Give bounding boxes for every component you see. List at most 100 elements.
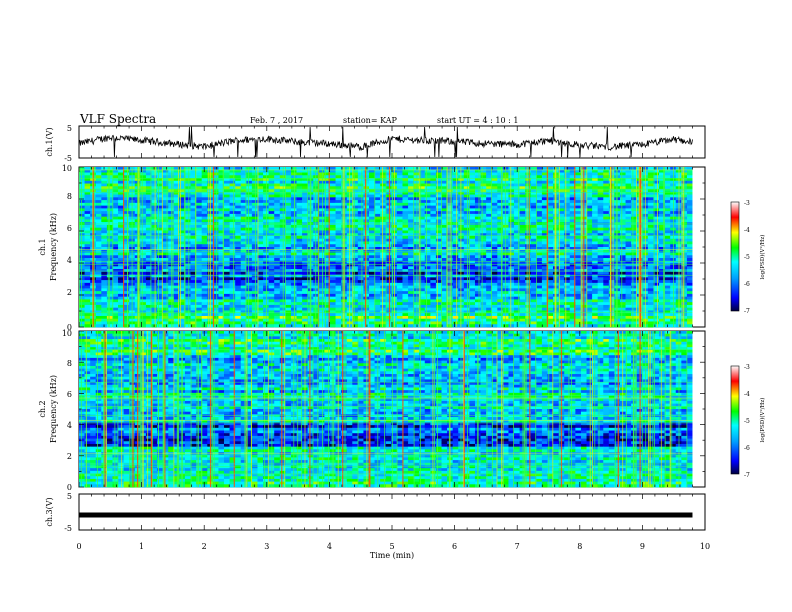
spectrogram-cell xyxy=(430,230,437,234)
spectrogram-cell xyxy=(686,230,693,234)
spectrogram-cell xyxy=(408,183,415,187)
spectrogram-cell xyxy=(101,224,108,229)
spectrogram-cell xyxy=(502,280,509,284)
spectrogram-cell xyxy=(290,238,297,242)
spectrogram-cell xyxy=(118,216,125,220)
spectrogram-cell xyxy=(592,260,599,264)
spectrogram-cell xyxy=(419,260,426,264)
spectrogram-cell xyxy=(374,202,381,207)
spectrogram-cell xyxy=(402,169,409,173)
spectrogram-cell xyxy=(224,178,230,182)
spectrogram-cell xyxy=(212,202,219,207)
spectrogram-cell xyxy=(463,216,470,220)
spectrogram-cell xyxy=(664,258,671,262)
spectrogram-cell xyxy=(201,191,208,195)
spectrogram-cell xyxy=(474,233,481,237)
spectrogram-cell xyxy=(569,169,576,173)
spectrogram-cell xyxy=(452,224,459,229)
spectrogram-cell xyxy=(285,191,292,195)
spectrogram-cell xyxy=(463,205,470,209)
spectrogram-cell xyxy=(452,271,459,275)
spectrogram-cell xyxy=(380,197,387,201)
spectrogram-cell xyxy=(357,191,364,195)
spectrogram-cell xyxy=(101,271,108,275)
spectrogram-cell xyxy=(329,266,336,270)
spectrogram-cell xyxy=(274,241,281,245)
spectrogram-cell xyxy=(380,213,387,218)
spectrogram-cell xyxy=(452,241,459,245)
spectrogram-cell xyxy=(285,241,292,245)
spectrogram-cell xyxy=(212,280,219,284)
spectrogram-cell xyxy=(474,260,481,264)
spectrogram-cell xyxy=(497,180,504,184)
spectrogram-cell xyxy=(279,186,286,190)
spectrogram-cell xyxy=(302,183,309,187)
spectrogram-cell xyxy=(173,280,180,284)
spectrogram-cell xyxy=(95,241,102,245)
spectrogram-cell xyxy=(536,274,543,278)
spectrogram-cell xyxy=(380,219,387,223)
spectrogram-cell xyxy=(396,197,403,201)
spectrogram-cell xyxy=(424,213,431,218)
spectrogram-cell xyxy=(229,200,236,204)
spectrogram-cell xyxy=(402,205,409,209)
spectrogram-cell xyxy=(586,282,593,287)
spectrogram-cell xyxy=(659,172,665,176)
spectrogram-cell xyxy=(659,266,665,270)
spectrogram-cell xyxy=(168,211,175,215)
spectrogram-cell xyxy=(251,288,258,292)
spectrogram-cell xyxy=(235,216,242,220)
spectrogram-cell xyxy=(101,288,108,292)
spectrogram-cell xyxy=(229,227,236,231)
spectrogram-cell xyxy=(290,271,297,275)
spectrogram-cell xyxy=(118,172,125,176)
spectrogram-cell xyxy=(190,288,197,292)
spectrogram-cell xyxy=(279,211,286,215)
spectrogram-cell xyxy=(502,255,509,259)
spectrogram-cell xyxy=(491,280,498,284)
spectrogram-cell xyxy=(569,260,576,264)
spectrogram-cell xyxy=(329,224,336,229)
spectrogram-cell xyxy=(441,183,448,187)
spectrogram-cell xyxy=(396,258,403,262)
spectrogram-cell xyxy=(502,208,509,212)
spectrogram-cell xyxy=(502,178,509,182)
spectrogram-cell xyxy=(647,244,654,248)
spectrogram-cell xyxy=(179,247,186,251)
spectrogram-cell xyxy=(112,244,119,248)
spectrogram-cell xyxy=(224,233,230,237)
spectrogram-cell xyxy=(274,219,281,223)
spectrogram-cell xyxy=(380,266,387,270)
spectrogram-cell xyxy=(519,208,526,212)
spectrogram-cell xyxy=(352,241,359,245)
spectrogram-cell xyxy=(112,183,119,187)
spectrogram-cell xyxy=(106,233,113,237)
spectrogram-cell xyxy=(151,260,158,264)
spectrogram-cell xyxy=(201,238,208,242)
spectrogram-cell xyxy=(296,197,303,201)
spectrogram-cell xyxy=(140,175,147,179)
spectrogram-cell xyxy=(558,227,565,231)
spectrogram-cell xyxy=(664,172,671,176)
spectrogram-cell xyxy=(357,178,364,182)
spectrogram-cell xyxy=(525,263,532,267)
spectrogram-cell xyxy=(251,241,258,245)
spectrogram-cell xyxy=(285,208,292,212)
spectrogram-cell xyxy=(184,213,191,218)
spectrogram-cell xyxy=(201,205,208,209)
spectrogram-cell xyxy=(302,258,309,262)
spectrogram-cell xyxy=(647,282,654,287)
spectrogram-cell xyxy=(514,191,520,195)
spectrogram-cell xyxy=(190,227,197,231)
spectrogram-cell xyxy=(491,282,498,287)
spectrogram-cell xyxy=(118,178,125,182)
spectrogram-cell xyxy=(251,183,258,187)
spectrogram-cell xyxy=(547,167,554,171)
spectrogram-cell xyxy=(329,213,336,218)
spectrogram-cell xyxy=(313,241,320,245)
spectrogram-cell xyxy=(101,213,108,218)
spectrogram-cell xyxy=(541,200,548,204)
spectrogram-cell xyxy=(374,266,381,270)
spectrogram-cell xyxy=(474,186,481,190)
spectrogram-cell xyxy=(486,178,493,182)
